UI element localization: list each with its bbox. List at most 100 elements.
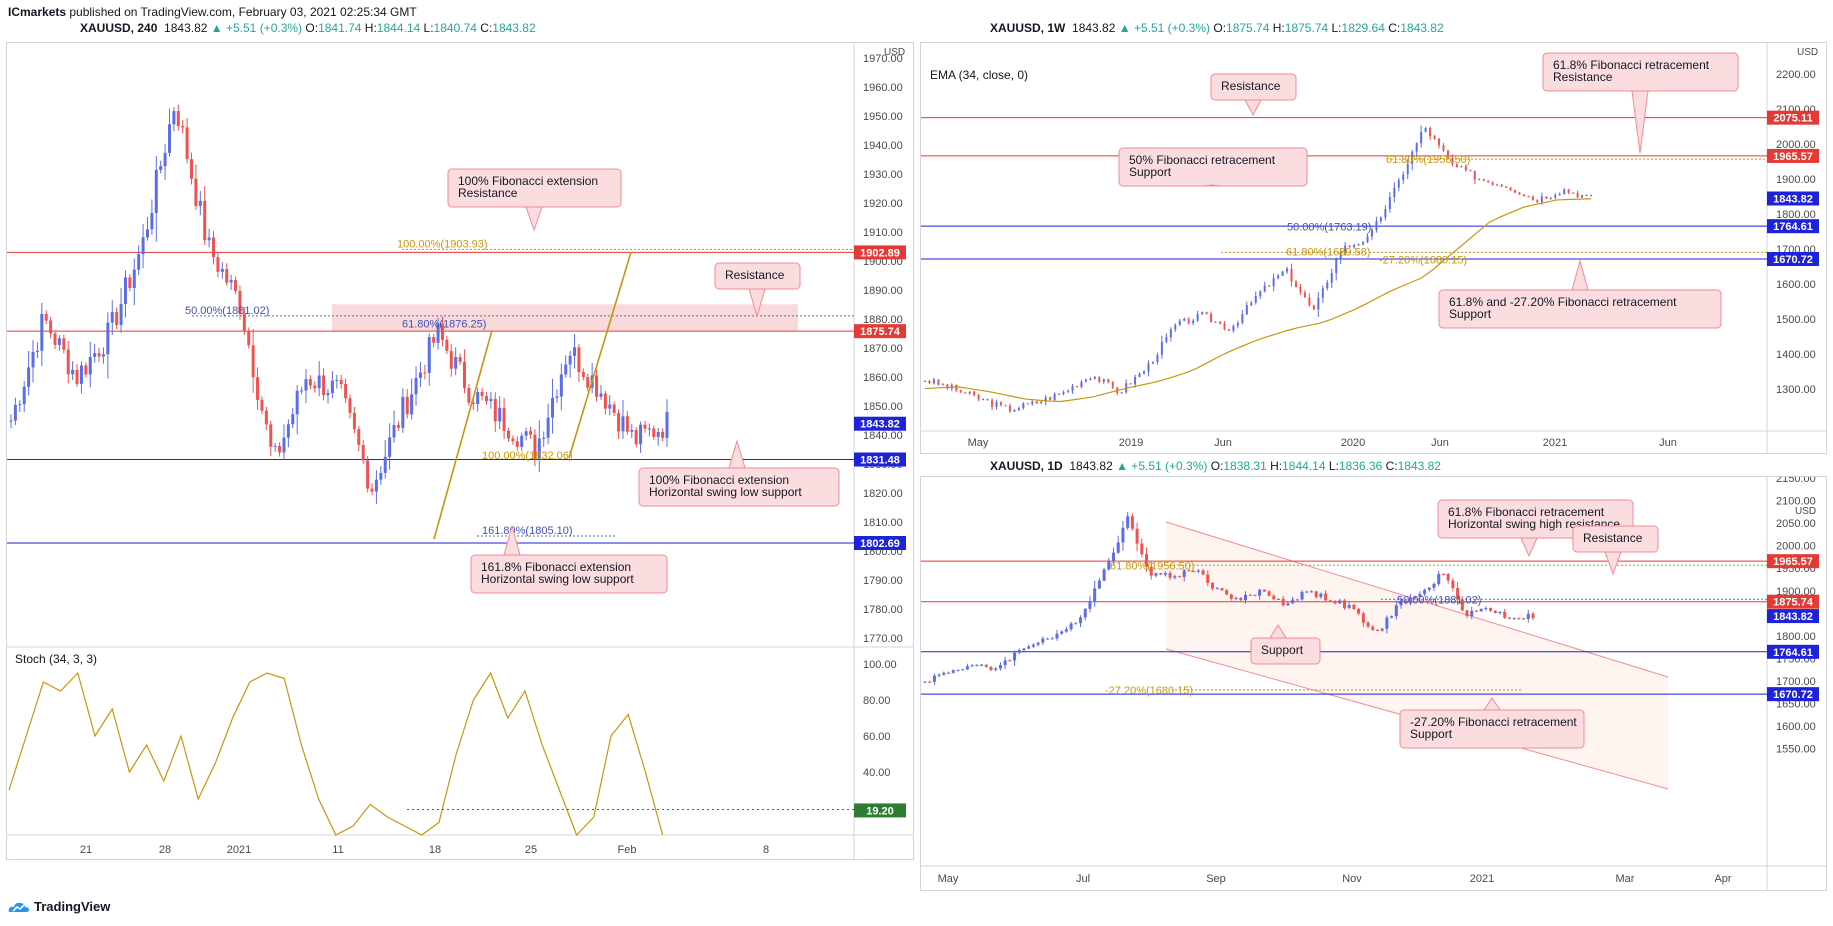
candle-body [586,377,590,388]
candle-body [942,672,946,675]
price-tag-bg [1767,644,1819,659]
high-label: H: [1270,459,1283,473]
candle-body [1347,604,1351,608]
candle-body [291,414,295,425]
candle-body [994,668,998,670]
candle-body [1305,591,1309,593]
candle-body [1281,271,1284,276]
price-tag-bg [854,535,906,550]
price-tick: 1860.00 [863,372,903,384]
candle-body [515,441,519,447]
high-label: H: [1272,21,1285,35]
candle-body [1286,268,1289,272]
candle-body [1408,597,1412,604]
callout-text: Resistance [458,186,518,200]
candle-body [35,350,39,352]
candle-body [1031,644,1035,647]
candle-body [984,664,988,667]
candle-body [198,200,202,206]
chart-1d-canvas[interactable]: USD2150.002100.002050.002000.001950.0019… [921,477,1827,891]
time-tick: 2021 [1543,437,1567,449]
symbol-label[interactable]: XAUUSD, 1W [990,21,1066,35]
candle-body [924,380,926,382]
candle-body [1333,600,1337,604]
candle-body [1156,354,1159,362]
symbol-label[interactable]: XAUUSD, 1D [990,459,1063,473]
tradingview-logo[interactable]: TradingView [8,899,110,914]
open-value: 1875.74 [1226,21,1270,35]
candle-body [1263,285,1266,292]
candle-body [1491,182,1494,185]
candle-body [1211,582,1215,589]
candle-body [1312,305,1315,310]
candle-body [1496,184,1499,186]
close-value: 1843.82 [492,21,536,35]
chart-4h-panel[interactable]: USD 1970.00 1960.00 1950.00 1940.00 1930.00 19… [6,42,914,860]
candle-body [1026,403,1029,405]
candle-body [1267,591,1271,596]
price-tick: 1400.00 [1776,349,1816,361]
chart-1w-panel[interactable]: USD 2200.00 2100.00 2000.00 1900.00 1800.00 17… [920,42,1827,454]
candle-body [975,665,979,667]
candle-body [1326,282,1329,289]
candle-body [1517,618,1521,620]
open-label: O: [1213,21,1227,35]
symbol-label[interactable]: XAUUSD, 240 [80,21,158,35]
stoch-tick: 60.00 [863,731,891,743]
fib-label: 50.00%(1763.19) [1287,222,1371,234]
stoch-tick: 40.00 [863,767,891,779]
high-value: 1844.14 [1282,459,1326,473]
candle-body [97,353,101,357]
callout-text: Horizontal swing low support [481,572,634,586]
candle-body [207,237,211,241]
candle-body [1512,618,1516,620]
callout-text: Support [1129,165,1172,179]
candle-body [374,479,378,492]
price-tick: 1900.00 [863,256,903,268]
publisher-name[interactable]: ICmarkets [8,5,67,19]
candle-body [1276,598,1280,600]
open-value: 1838.31 [1223,459,1267,473]
candle-body [1050,638,1054,640]
candle-body [1022,403,1025,409]
fib-label: 100.00%(1832.06) [482,450,573,462]
candle-body [1245,305,1248,315]
candle-body [251,345,255,378]
candle-body [84,365,88,375]
candle-body [1563,189,1566,194]
price-tick: 2000.00 [1776,139,1816,151]
candle-body [1464,166,1467,171]
candle-body [1286,603,1290,606]
candle-body [1093,377,1096,379]
chart-1d-panel[interactable]: USD 2150.00 2100.00 2050.00 2000.00 1950.00 19… [920,476,1827,891]
candle-body [951,670,955,673]
candle-body [1309,591,1313,593]
candle-body [1107,379,1110,383]
candle-body [1080,381,1083,388]
candle-body [40,313,44,351]
candle-body [1339,251,1342,260]
candle-body [1470,610,1474,617]
candle-body [1074,623,1078,625]
candle-body [1474,610,1478,612]
candle-body [480,391,484,397]
low-value: 1840.74 [433,21,477,35]
price-tag: 1764.61 [1773,647,1813,659]
time-tick: Jul [1076,873,1090,885]
last-price: 1843.82 [164,21,208,35]
time-tick: Jun [1659,437,1677,449]
candle-body [383,456,387,473]
candle-body [1182,570,1186,577]
candle-body [1060,631,1064,634]
candle-body [242,313,246,331]
candle-body [476,391,480,405]
candle-body [1173,576,1177,578]
candle-body [1169,329,1172,338]
high-value: 1875.74 [1284,21,1329,35]
candle-body [75,369,79,384]
chart-1w-canvas[interactable]: USD2200.002100.002000.001900.001800.0017… [921,43,1827,454]
time-tick: 28 [159,844,171,856]
candle-body [418,372,422,379]
candle-body [1053,393,1056,400]
